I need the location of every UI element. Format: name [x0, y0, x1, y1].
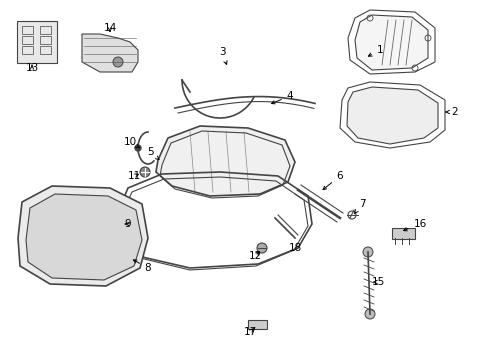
Text: 1: 1: [367, 45, 383, 56]
Text: 13: 13: [25, 63, 39, 73]
Polygon shape: [82, 34, 138, 72]
Text: 2: 2: [445, 107, 457, 117]
Text: 10: 10: [123, 137, 139, 148]
FancyBboxPatch shape: [391, 228, 414, 239]
Text: 9: 9: [124, 219, 131, 229]
Circle shape: [257, 243, 266, 253]
Circle shape: [364, 309, 374, 319]
Text: 16: 16: [403, 219, 426, 231]
Text: 7: 7: [353, 199, 365, 214]
Text: 17: 17: [243, 327, 256, 337]
FancyBboxPatch shape: [17, 21, 57, 63]
Text: 3: 3: [218, 47, 226, 64]
Text: 6: 6: [323, 171, 343, 190]
Text: 11: 11: [127, 171, 141, 181]
Text: 14: 14: [103, 23, 116, 33]
FancyBboxPatch shape: [247, 320, 266, 328]
Polygon shape: [354, 15, 427, 70]
Polygon shape: [26, 194, 142, 280]
Circle shape: [362, 247, 372, 257]
Polygon shape: [346, 87, 437, 144]
Polygon shape: [156, 126, 294, 196]
Text: 18: 18: [288, 243, 301, 253]
Text: 15: 15: [370, 277, 384, 287]
Circle shape: [113, 57, 123, 67]
Text: 5: 5: [146, 147, 159, 159]
Polygon shape: [18, 186, 148, 286]
Text: 12: 12: [248, 251, 261, 261]
Text: 8: 8: [133, 260, 151, 273]
Circle shape: [135, 145, 141, 151]
Text: 4: 4: [271, 91, 293, 104]
Circle shape: [140, 167, 150, 177]
